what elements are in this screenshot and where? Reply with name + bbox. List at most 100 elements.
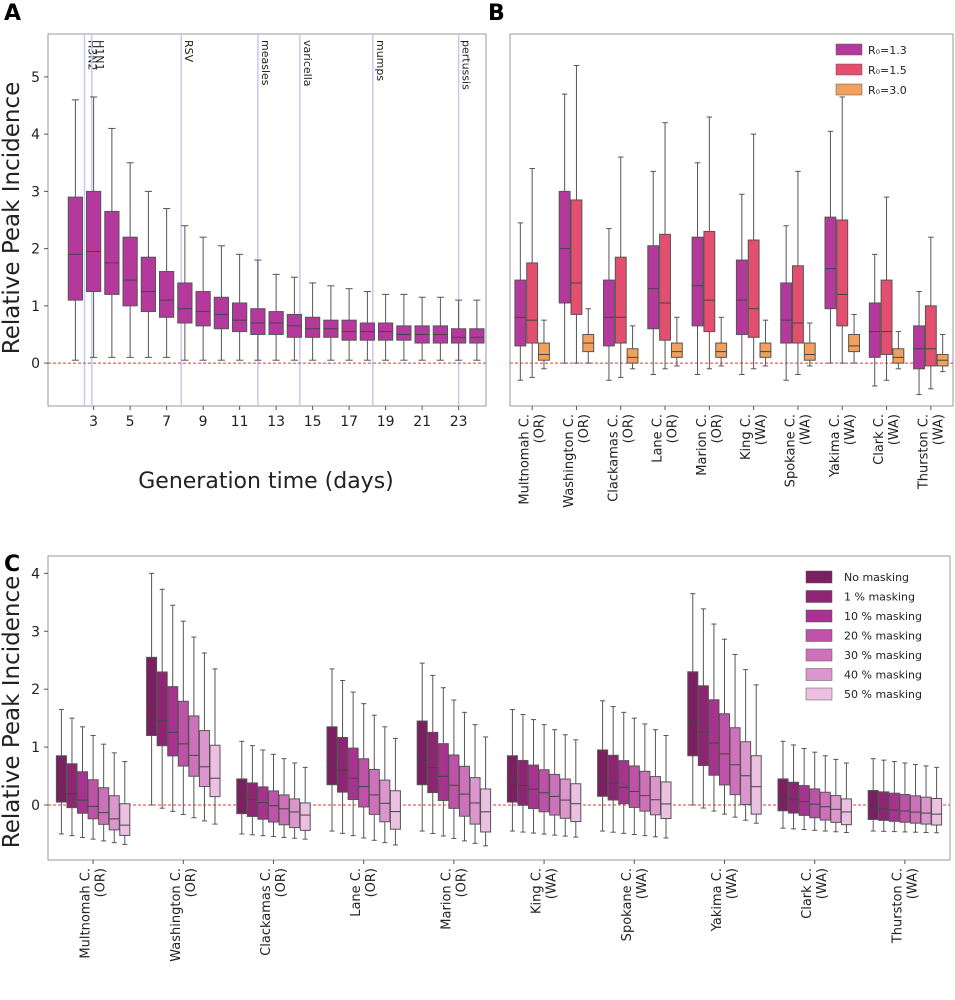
box-body <box>448 754 460 809</box>
annotation-label-mumps: mumps <box>374 40 387 81</box>
box-body <box>427 731 439 794</box>
box-body <box>140 256 156 313</box>
box-gen-20 <box>396 293 412 361</box>
box-body <box>570 783 582 823</box>
annotation-label-measles: measles <box>259 40 272 86</box>
box-body <box>931 798 943 826</box>
box-gen-22 <box>432 296 448 361</box>
box-masking-1 <box>607 706 619 833</box>
box-masking-3 <box>538 724 550 835</box>
category-label: Marion C.(OR) <box>439 868 469 930</box>
legend-label: 40 % masking <box>844 669 922 682</box>
box-gen-17 <box>341 288 357 361</box>
box-body <box>691 236 704 327</box>
box-masking-2 <box>437 687 449 837</box>
legend-swatch <box>805 629 833 642</box>
x-tick-label: 11 <box>231 414 249 430</box>
y-tick-label: 5 <box>31 70 40 86</box>
box-masking-5 <box>289 762 301 839</box>
category-label: Lane C.(OR) <box>651 414 681 463</box>
box-masking-5 <box>469 724 481 844</box>
box-body <box>909 795 921 824</box>
category-label: Marion C.(OR) <box>695 414 725 476</box>
category-label: Spokane C.(WA) <box>620 868 650 941</box>
box-masking-5 <box>559 734 571 837</box>
legend-label: 1 % masking <box>844 591 915 604</box>
box-1 <box>868 253 881 387</box>
box-1 <box>647 170 660 376</box>
box-body <box>341 319 357 341</box>
box-body <box>750 755 762 815</box>
box-masking-6 <box>750 684 762 824</box>
category-label: Spokane C.(WA) <box>783 414 813 487</box>
box-body <box>868 302 881 358</box>
box-body <box>715 342 728 358</box>
panel-letter-b: B <box>488 1 505 26</box>
box-masking-5 <box>198 652 210 822</box>
box-body <box>888 792 900 822</box>
box-masking-4 <box>909 763 921 833</box>
box-body <box>98 787 110 825</box>
box-body <box>337 736 349 793</box>
category-label: Washington C.(OR) <box>562 414 592 508</box>
box-body <box>278 794 290 826</box>
x-tick-label: 9 <box>199 414 208 430</box>
legend-label: 10 % masking <box>844 610 922 623</box>
box-body <box>740 741 752 805</box>
box-body <box>697 685 709 766</box>
box-1 <box>913 291 925 396</box>
box-body <box>687 671 699 757</box>
category-label: Multnomah C.(OR) <box>518 414 548 505</box>
box-masking-1 <box>427 674 439 835</box>
panel-letter-c: C <box>4 552 20 577</box>
box-body <box>660 781 672 820</box>
box-body <box>639 770 651 812</box>
box-masking-0 <box>867 758 879 832</box>
box-masking-5 <box>379 726 391 844</box>
box-gen-7 <box>159 208 175 358</box>
box-masking-6 <box>840 762 852 833</box>
legend-label: 20 % masking <box>844 630 922 643</box>
category-label: Clackamas C.(OR) <box>606 414 636 502</box>
box-3 <box>892 331 905 370</box>
box-body <box>469 328 485 344</box>
box-2 <box>614 156 627 378</box>
box-body <box>878 791 890 821</box>
box-masking-2 <box>618 711 630 834</box>
box-body <box>188 715 200 777</box>
box-body <box>538 769 550 813</box>
legend-swatch <box>805 570 833 584</box>
box-2 <box>880 196 893 381</box>
box-gen-13 <box>268 273 284 361</box>
box-gen-19 <box>378 293 394 361</box>
box-body <box>122 236 138 307</box>
box-masking-5 <box>740 669 752 821</box>
annotation-label-H1N1: H1N1 <box>93 40 106 71</box>
box-gen-12 <box>250 259 266 361</box>
box-body <box>607 754 619 801</box>
box-masking-0 <box>597 700 609 832</box>
box-body <box>177 282 193 324</box>
box-3 <box>626 325 639 370</box>
box-masking-0 <box>55 708 67 835</box>
legend-label: R₀=1.5 <box>868 64 907 77</box>
box-body <box>597 749 609 797</box>
box-2 <box>570 64 583 364</box>
box-body <box>880 279 893 355</box>
box-masking-3 <box>628 717 640 836</box>
box-masking-4 <box>188 636 200 819</box>
box-masking-4 <box>549 729 561 836</box>
box-masking-3 <box>87 735 99 840</box>
box-body <box>458 765 470 817</box>
box-body <box>389 790 401 830</box>
x-tick-label: 15 <box>304 414 322 430</box>
box-body <box>526 262 539 344</box>
box-3 <box>848 313 860 364</box>
x-tick-label: 23 <box>450 414 468 430</box>
box-masking-3 <box>358 703 370 839</box>
box-body <box>469 777 481 825</box>
box-1 <box>780 225 793 381</box>
legend-swatch <box>805 609 833 623</box>
box-masking-2 <box>167 604 179 812</box>
box-2 <box>836 96 849 364</box>
